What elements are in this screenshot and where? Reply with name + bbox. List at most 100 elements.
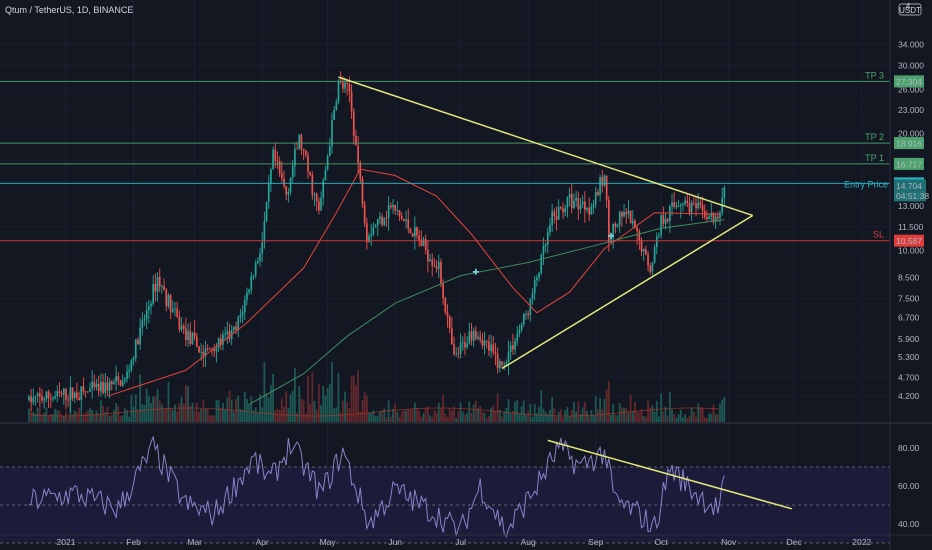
- symbol-title[interactable]: Qtum / TetherUS, 1D, BINANCE: [5, 5, 133, 15]
- candle-body: [45, 391, 48, 399]
- volume-bar: [80, 410, 83, 422]
- currency-label[interactable]: USDT: [899, 6, 921, 15]
- candle-body: [89, 388, 91, 392]
- volume-bar: [651, 405, 654, 422]
- volume-bar: [189, 406, 192, 422]
- volume-bar: [424, 407, 427, 422]
- volume-bar: [710, 413, 713, 422]
- volume-bar: [372, 410, 375, 422]
- volume-bar: [631, 410, 634, 422]
- volume-bar: [583, 401, 586, 422]
- candle-body: [601, 177, 604, 186]
- candle-body: [546, 232, 549, 245]
- candle-body: [204, 348, 207, 356]
- candle-body: [331, 120, 333, 146]
- candle-body: [374, 225, 377, 228]
- y-tick-label: 26.000: [898, 85, 924, 95]
- candle-body: [655, 236, 658, 248]
- volume-bar: [182, 403, 185, 422]
- candle-body: [603, 175, 606, 186]
- candle-body: [507, 351, 510, 363]
- candle-body: [699, 202, 702, 206]
- volume-bar: [180, 397, 183, 422]
- candle-body: [542, 246, 545, 256]
- volume-bar: [156, 389, 159, 422]
- volume-bar: [54, 408, 56, 422]
- candle-body: [564, 208, 567, 213]
- candle-body: [570, 193, 573, 209]
- candle-body: [437, 261, 440, 269]
- rsi-line: [28, 435, 725, 538]
- scale-indicator[interactable]: 4: [906, 2, 911, 11]
- level-tag: [894, 234, 924, 247]
- volume-bar: [320, 404, 322, 422]
- candle-body: [113, 382, 115, 385]
- volume-bar: [204, 409, 207, 422]
- candle-body: [514, 341, 516, 350]
- volume-bar: [483, 412, 486, 422]
- rsi-pane: [0, 435, 890, 544]
- volume-bar: [699, 407, 702, 422]
- volume-bar: [115, 402, 118, 422]
- volume-bar: [522, 400, 525, 422]
- candle-body: [658, 234, 660, 237]
- y-tick-label: 5.900: [898, 334, 920, 344]
- volume-bar: [232, 411, 235, 422]
- volume-bar: [488, 415, 490, 422]
- volume-bar: [311, 371, 314, 422]
- volume-bar: [383, 408, 386, 422]
- y-tick-label: 4.700: [898, 372, 920, 382]
- candle-body: [686, 200, 689, 204]
- candle-body: [518, 329, 521, 334]
- volume-bar: [93, 413, 96, 422]
- candle-body: [91, 381, 94, 389]
- candle-body: [30, 396, 32, 403]
- volume-bar: [444, 413, 447, 422]
- volume-bar: [280, 398, 283, 422]
- candle-body: [309, 171, 312, 175]
- rsi-axis[interactable]: 80.00 60.00 40.00: [898, 443, 920, 529]
- candle-body: [344, 82, 346, 89]
- volume-bar: [324, 395, 327, 422]
- volume-bar: [32, 412, 35, 422]
- candle-body: [32, 397, 35, 403]
- volume-bar: [599, 397, 601, 422]
- candle-body: [38, 393, 41, 397]
- volume-bar: [113, 409, 115, 422]
- volume-bar: [695, 416, 697, 422]
- trendlines: [338, 76, 754, 370]
- candle-body: [128, 369, 131, 372]
- candle-body: [544, 244, 547, 247]
- candle-body: [555, 216, 558, 220]
- candle-body: [165, 289, 168, 307]
- y-tick-label: 8.500: [898, 273, 920, 283]
- x-tick-label: Aug: [521, 537, 536, 547]
- candle-body: [359, 162, 362, 179]
- volume-bar: [668, 391, 671, 422]
- volume-bar: [191, 402, 194, 422]
- volume-bar: [49, 413, 52, 422]
- candle-body: [599, 177, 601, 196]
- volume-bar: [474, 400, 477, 422]
- candle-body: [67, 399, 70, 401]
- volume-bar: [686, 418, 689, 422]
- volume-bar: [413, 402, 416, 422]
- candle-body: [590, 206, 593, 215]
- volume-bar: [540, 390, 543, 422]
- volume-bar: [431, 416, 434, 422]
- candle-body: [675, 206, 678, 207]
- candle-body: [453, 344, 455, 355]
- candle-body: [187, 330, 189, 341]
- candle-body: [442, 283, 444, 299]
- volume-bar: [658, 416, 660, 422]
- candle-body: [586, 208, 588, 210]
- candle-body: [219, 338, 222, 345]
- candle-body: [512, 345, 514, 350]
- candle-body: [679, 204, 682, 206]
- volume-bar: [99, 400, 102, 422]
- time-axis[interactable]: 2021 Feb Mar Apr May Jun Jul Aug Sep Oct Nov Dec 202…: [57, 537, 872, 547]
- candle-body: [503, 365, 506, 367]
- candle-body: [259, 253, 261, 261]
- volume-bar: [110, 414, 113, 422]
